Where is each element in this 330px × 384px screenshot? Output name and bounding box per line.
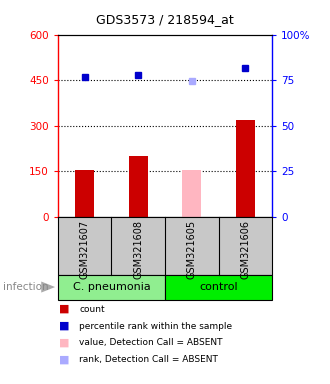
Text: infection: infection xyxy=(3,282,49,292)
Text: C. pneumonia: C. pneumonia xyxy=(73,282,150,292)
Text: GSM321605: GSM321605 xyxy=(187,220,197,279)
Text: GSM321608: GSM321608 xyxy=(133,220,143,279)
Text: GSM321606: GSM321606 xyxy=(241,220,250,279)
Text: ■: ■ xyxy=(59,338,70,348)
Text: ■: ■ xyxy=(59,355,70,365)
Text: percentile rank within the sample: percentile rank within the sample xyxy=(79,321,232,331)
Text: ■: ■ xyxy=(59,321,70,331)
Bar xyxy=(129,156,148,217)
Text: control: control xyxy=(199,282,238,292)
Bar xyxy=(182,170,201,217)
Text: ■: ■ xyxy=(59,304,70,314)
Text: GSM321607: GSM321607 xyxy=(80,220,89,279)
Bar xyxy=(236,120,255,217)
Text: value, Detection Call = ABSENT: value, Detection Call = ABSENT xyxy=(79,338,223,348)
Bar xyxy=(75,170,94,217)
Polygon shape xyxy=(41,281,55,293)
Text: GDS3573 / 218594_at: GDS3573 / 218594_at xyxy=(96,13,234,26)
Text: rank, Detection Call = ABSENT: rank, Detection Call = ABSENT xyxy=(79,355,218,364)
Text: count: count xyxy=(79,305,105,314)
